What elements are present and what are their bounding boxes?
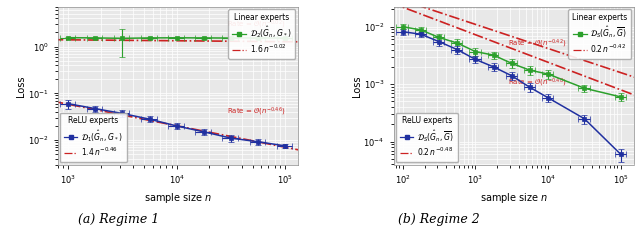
Text: (a) Regime 1: (a) Regime 1 [78, 213, 159, 226]
Text: Rate = $\mathcal{O}(n^{-0.48})$: Rate = $\mathcal{O}(n^{-0.48})$ [508, 77, 566, 89]
Y-axis label: Loss: Loss [17, 75, 26, 97]
Text: (b) Regime 2: (b) Regime 2 [397, 213, 479, 226]
Y-axis label: Loss: Loss [352, 75, 362, 97]
Text: Rate = $\mathcal{O}(n^{-0.46})$: Rate = $\mathcal{O}(n^{-0.46})$ [227, 106, 285, 118]
Text: Rate = $\mathcal{O}(n^{-0.42})$: Rate = $\mathcal{O}(n^{-0.42})$ [508, 37, 566, 50]
X-axis label: sample size $n$: sample size $n$ [479, 192, 548, 205]
Text: Rate = $\mathcal{O}(n^{-0.02})$: Rate = $\mathcal{O}(n^{-0.02})$ [227, 18, 285, 31]
Legend: $\mathcal{D}_S(\hat{G}_n, \overline{G})$, $0.2\, n^{-0.48}$: $\mathcal{D}_S(\hat{G}_n, \overline{G})$… [396, 113, 458, 162]
X-axis label: sample size $n$: sample size $n$ [143, 192, 212, 205]
Legend: $\mathcal{D}_1(\hat{G}_n, G_*)$, $1.4\, n^{-0.46}$: $\mathcal{D}_1(\hat{G}_n, G_*)$, $1.4\, … [60, 113, 127, 162]
